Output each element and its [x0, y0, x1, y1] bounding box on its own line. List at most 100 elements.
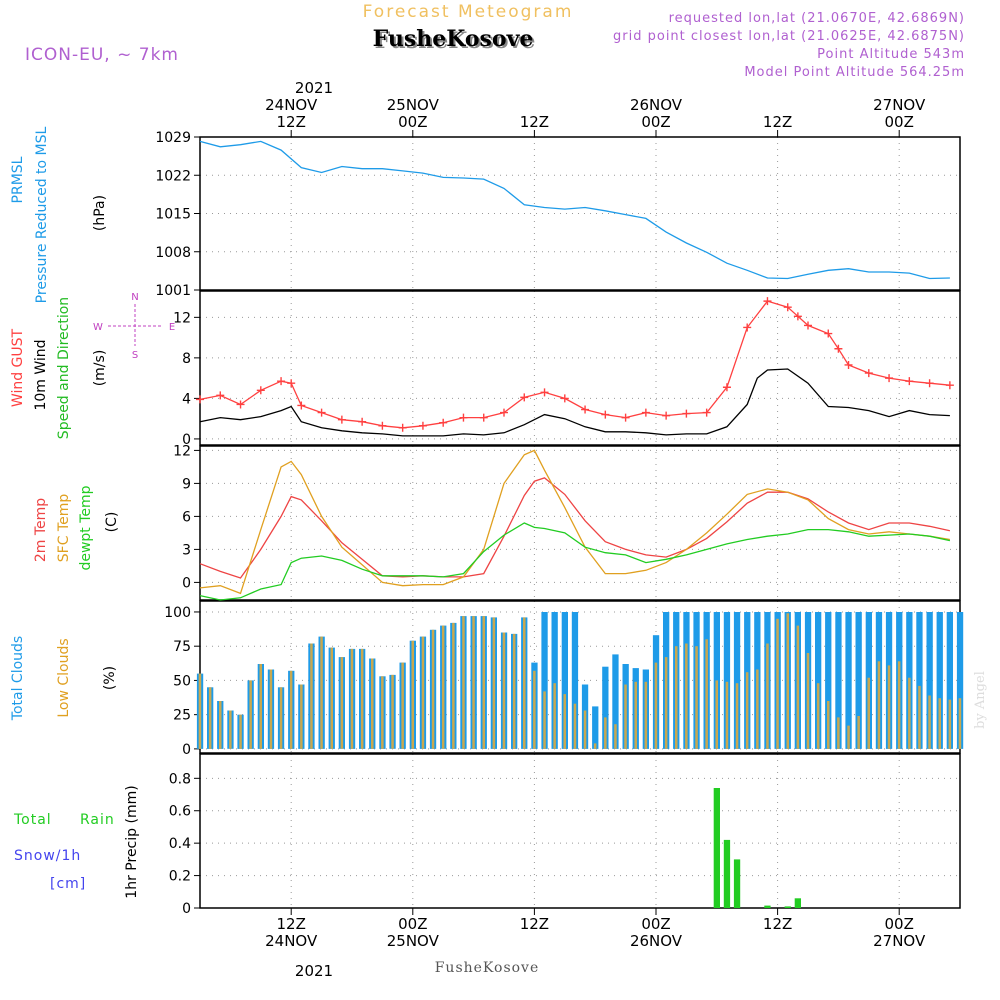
low-cloud-bar [867, 677, 870, 749]
wind-ytick-label: 12 [173, 310, 191, 326]
precip-bar [794, 898, 801, 908]
gust-marker [763, 297, 772, 306]
low-cloud-bar [644, 681, 648, 749]
cloud-label-low: Low Clouds [56, 638, 72, 717]
bottom-hour-label: 00Z [641, 915, 670, 933]
pressure-ytick-label: 1029 [155, 130, 191, 146]
low-cloud-bar [523, 617, 526, 749]
cloud-unit: (%) [102, 666, 118, 690]
gust-marker [743, 323, 752, 332]
gust-marker [793, 312, 802, 321]
low-cloud-bar [796, 625, 800, 749]
bottom-hour-label: 12Z [763, 915, 792, 933]
low-cloud-bar [766, 643, 769, 749]
low-cloud-bar [827, 701, 830, 749]
gust-marker [682, 409, 691, 418]
low-cloud-bar [289, 670, 293, 749]
point-altitude: Point Altitude 543m [817, 47, 965, 62]
wind-speed-line [199, 368, 950, 437]
low-cloud-bar [948, 699, 952, 749]
low-cloud-bar [340, 657, 344, 749]
gust-marker [581, 405, 590, 414]
pressure-label-2: Pressure Reduced to MSL [34, 126, 50, 303]
gust-marker [905, 377, 914, 386]
low-cloud-bar [847, 725, 850, 749]
gust-marker [256, 386, 265, 395]
total-cloud-bar [602, 666, 609, 749]
location-title: FusheKosove [373, 26, 534, 52]
temp-sfc-line [199, 449, 951, 595]
temp-label-2m: 2m Temp [33, 498, 49, 562]
gust-marker [662, 411, 671, 420]
gust-marker [500, 408, 508, 417]
low-cloud-bar [421, 636, 425, 749]
gust-marker [378, 421, 387, 430]
watermark: by Angel [973, 671, 988, 729]
low-cloud-bar [776, 618, 779, 749]
low-cloud-bar [897, 661, 901, 749]
clouds-ytick-label: 50 [173, 673, 191, 689]
low-cloud-bar [908, 677, 911, 749]
temp-ytick-label: 12 [173, 443, 191, 459]
low-cloud-bar [462, 616, 465, 749]
low-cloud-bar [279, 687, 283, 749]
low-cloud-bar [583, 710, 587, 749]
low-cloud-bar [269, 669, 273, 749]
total-cloud-bar [723, 612, 731, 749]
pressure-line [199, 140, 950, 280]
gust-marker [196, 395, 204, 404]
temp-ytick-label: 3 [182, 542, 191, 558]
bottom-date-label: 26NOV [630, 932, 683, 950]
low-cloud-bar [573, 703, 577, 749]
low-cloud-bar [472, 616, 475, 749]
gust-marker [216, 391, 225, 400]
temp-label-dewpt: dewpt Temp [78, 485, 94, 570]
bottom-hour-label: 12Z [277, 915, 306, 933]
low-cloud-bar [624, 684, 627, 749]
gust-marker [287, 379, 296, 388]
low-cloud-bar [695, 646, 698, 749]
temp-ytick-label: 6 [182, 509, 191, 525]
gust-marker [479, 413, 488, 422]
low-cloud-bar [664, 657, 668, 749]
low-cloud-bar [208, 687, 212, 749]
gust-marker [459, 413, 468, 422]
precip-label-snow: Snow/1h [14, 848, 81, 864]
low-cloud-bar [300, 684, 303, 749]
wind-frame [199, 290, 961, 446]
low-cloud-bar [634, 681, 637, 749]
bottom-hour-label: 00Z [398, 915, 427, 933]
gust-marker [601, 410, 610, 419]
total-cloud-bar [551, 612, 558, 749]
low-cloud-bar [786, 613, 789, 749]
total-cloud-bar [855, 612, 862, 749]
gust-marker [834, 344, 843, 353]
clouds-ytick-label: 0 [182, 742, 191, 758]
gust-marker [358, 417, 367, 426]
gust-marker [277, 377, 286, 386]
gust-marker [236, 400, 245, 409]
low-cloud-bar [593, 743, 597, 749]
bottom-year-label: 2021 [295, 962, 333, 980]
low-cloud-bar [259, 664, 262, 749]
total-cloud-bar [571, 612, 579, 749]
total-cloud-bar [592, 706, 599, 749]
bottom-hour-label: 12Z [520, 915, 549, 933]
gust-marker [722, 383, 731, 392]
temp-frame [199, 445, 961, 601]
compass-e: E [169, 322, 175, 333]
gust-marker [560, 394, 569, 403]
top-hour-label: 12Z [763, 113, 792, 131]
compass-n: N [131, 292, 138, 303]
top-date-label: 24NOV [265, 96, 318, 114]
low-cloud-bar [229, 710, 232, 749]
wind-label-gust: Wind GUST [10, 328, 26, 407]
gust-marker [804, 321, 812, 330]
gust-marker [844, 360, 853, 369]
low-cloud-bar [249, 680, 252, 749]
top-hour-label: 00Z [641, 113, 670, 131]
bottom-date-label: 25NOV [387, 932, 440, 950]
gust-marker [945, 381, 954, 390]
gust-marker [317, 408, 326, 417]
low-cloud-bar [735, 683, 739, 749]
